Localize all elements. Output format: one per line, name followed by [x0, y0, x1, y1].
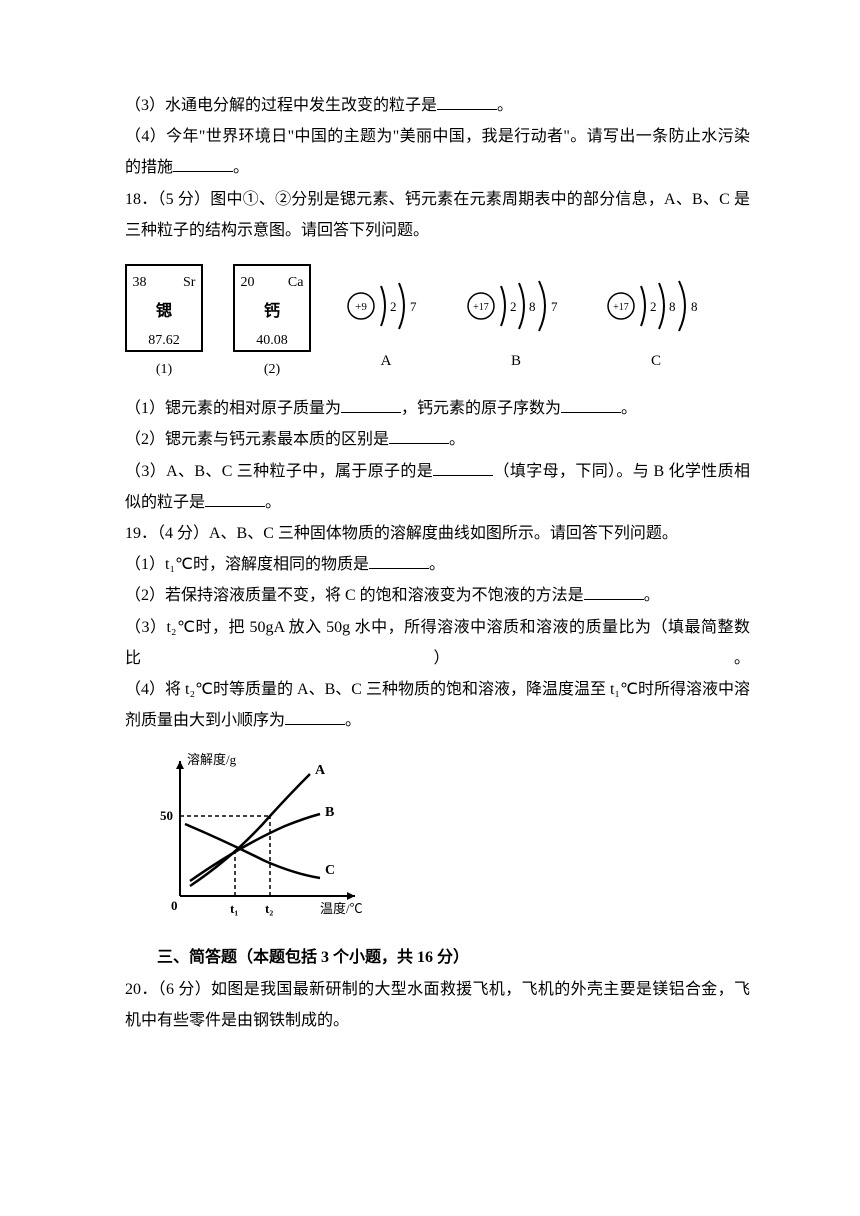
q18-p2: （2）锶元素与钙元素最本质的区别是 。 — [125, 424, 750, 455]
q20-stem: 20．（6 分）如图是我国最新研制的大型水面救援飞机，飞机的外壳主要是镁铝合金，… — [125, 974, 750, 1036]
chart-ytick: 50 — [160, 808, 173, 823]
chart-xtick1: t₁ — [230, 901, 238, 916]
svg-text:8: 8 — [529, 299, 536, 314]
q19-p2: （2）若保持溶液质量不变，将 C 的饱和溶液变为不饱液的方法是 。 — [125, 580, 750, 611]
el1-sym: Sr — [183, 269, 195, 296]
svg-text:8: 8 — [691, 299, 698, 314]
atom-A-svg: +9 2 7 — [341, 271, 431, 341]
q18-p2-blank[interactable] — [389, 428, 449, 444]
el2-name: 钙 — [264, 296, 280, 327]
q17-p3-text: （3）水通电分解的过程中发生改变的粒子是 — [125, 97, 437, 114]
el1-name: 锶 — [156, 296, 172, 327]
svg-text:7: 7 — [551, 299, 558, 314]
el1-num: 38 — [133, 269, 147, 296]
el2-num: 20 — [241, 269, 255, 296]
q18-p1b: ，钙元素的原子序数为 — [401, 400, 561, 417]
q19-p2-end: 。 — [644, 587, 660, 604]
q18-p3a: （3）A、B、C 三种粒子中，属于原子的是 — [125, 463, 433, 480]
svg-text:2: 2 — [390, 299, 397, 314]
q17-p3-end: 。 — [497, 97, 513, 114]
chart-series-C: C — [325, 863, 335, 878]
element-box-2: 20 Ca 钙 40.08 — [233, 264, 311, 352]
chart-series-B: B — [325, 805, 334, 820]
q19-p1-text: （1）t₁℃时，溶解度相同的物质是 — [125, 556, 369, 573]
q17-p3-blank[interactable] — [437, 94, 497, 110]
q18-p1c: 。 — [621, 400, 637, 417]
q18-p1-blank1[interactable] — [341, 397, 401, 413]
atom-B: +17 2 8 7 B — [461, 271, 571, 376]
atom-A: +9 2 7 A — [341, 271, 431, 376]
svg-text:2: 2 — [650, 299, 657, 314]
element-box-1-wrap: 38 Sr 锶 87.62 (1) — [125, 264, 203, 383]
q17-p4b-text: 。 — [233, 159, 249, 176]
solubility-chart: 溶解度/g 温度/℃ 50 t₁ t₂ 0 A B C — [145, 746, 750, 932]
svg-text:2: 2 — [510, 299, 517, 314]
el1-label: (1) — [156, 356, 172, 383]
q17-p4-blank[interactable] — [173, 156, 233, 172]
svg-text:+17: +17 — [473, 302, 489, 313]
atom-C-svg: +17 2 8 8 — [601, 271, 711, 341]
q18-stem: 18．（5 分）图中①、②分别是锶元素、钙元素在元素周期表中的部分信息，A、B、… — [125, 184, 750, 246]
q19-p3: （3）t₂℃时，把 50gA 放入 50g 水中，所得溶液中溶质和溶液的质量比为… — [125, 612, 750, 674]
q18-p3-blank1[interactable] — [433, 460, 493, 476]
el2-sym: Ca — [288, 269, 304, 296]
svg-text:0: 0 — [171, 898, 178, 913]
q19-p1-end: 。 — [429, 556, 445, 573]
q18-p2-text: （2）锶元素与钙元素最本质的区别是 — [125, 431, 389, 448]
q19-p2-text: （2）若保持溶液质量不变，将 C 的饱和溶液变为不饱液的方法是 — [125, 587, 584, 604]
q17-part3: （3）水通电分解的过程中发生改变的粒子是 。 — [125, 90, 750, 121]
svg-text:+9: +9 — [355, 301, 367, 313]
q18-p2-end: 。 — [449, 431, 465, 448]
atom-C: +17 2 8 8 C — [601, 271, 711, 376]
atom-B-svg: +17 2 8 7 — [461, 271, 571, 341]
chart-xtick2: t₂ — [265, 901, 273, 916]
chart-xlabel: 温度/℃ — [320, 901, 363, 916]
q19-p1-blank[interactable] — [369, 553, 429, 569]
svg-text:7: 7 — [410, 299, 417, 314]
element-box-2-wrap: 20 Ca 钙 40.08 (2) — [233, 264, 311, 383]
svg-text:+17: +17 — [613, 302, 629, 313]
q19-p4-blank[interactable] — [285, 709, 345, 725]
svg-text:8: 8 — [669, 299, 676, 314]
atom-C-label: C — [651, 347, 661, 376]
el1-mass: 87.62 — [148, 327, 180, 354]
el2-mass: 40.08 — [256, 327, 288, 354]
q18-p3: （3）A、B、C 三种粒子中，属于原子的是（填字母，下同）。与 B 化学性质相似… — [125, 456, 750, 518]
q18-p3-blank2[interactable] — [205, 491, 265, 507]
q19-p4: （4）将 t₂℃时等质量的 A、B、C 三种物质的饱和溶液，降温度温至 t₁℃时… — [125, 674, 750, 736]
q19-p4b: 。 — [345, 712, 361, 729]
chart-ylabel: 溶解度/g — [187, 752, 237, 767]
q18-figure-row: 38 Sr 锶 87.62 (1) 20 Ca 钙 40.08 (2) +9 2 7… — [125, 264, 750, 383]
atom-A-label: A — [381, 347, 392, 376]
q18-p1-blank2[interactable] — [561, 397, 621, 413]
q19-p4a: （4）将 t₂℃时等质量的 A、B、C 三种物质的饱和溶液，降温度温至 t₁℃时… — [125, 681, 750, 729]
q19-stem: 19．（4 分）A、B、C 三种固体物质的溶解度曲线如图所示。请回答下列问题。 — [125, 518, 750, 549]
q18-p1: （1）锶元素的相对原子质量为 ，钙元素的原子序数为 。 — [125, 393, 750, 424]
q17-part4: （4）今年"世界环境日"中国的主题为"美丽中国，我是行动者"。请写出一条防止水污… — [125, 121, 750, 183]
solubility-chart-svg: 溶解度/g 温度/℃ 50 t₁ t₂ 0 A B C — [145, 746, 375, 921]
q18-p1a: （1）锶元素的相对原子质量为 — [125, 400, 341, 417]
q19-p1: （1）t₁℃时，溶解度相同的物质是 。 — [125, 549, 750, 580]
q19-p2-blank[interactable] — [584, 584, 644, 600]
element-box-1: 38 Sr 锶 87.62 — [125, 264, 203, 352]
section-3-header: 三、简答题（本题包括 3 个小题，共 16 分） — [125, 942, 750, 973]
el2-label: (2) — [264, 356, 280, 383]
atom-B-label: B — [511, 347, 521, 376]
chart-series-A: A — [315, 763, 326, 778]
q18-p3c: 。 — [265, 494, 281, 511]
